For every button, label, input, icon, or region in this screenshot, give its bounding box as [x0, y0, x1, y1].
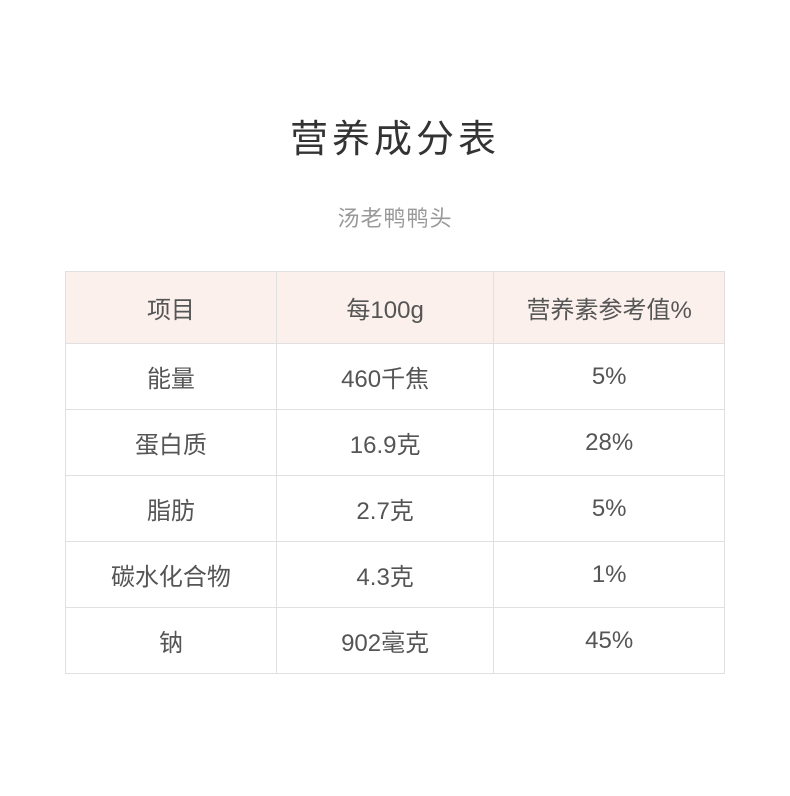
col-header-nrv: 营养素参考值% [494, 272, 725, 344]
cell-value: 902毫克 [276, 608, 493, 674]
cell-item: 能量 [66, 344, 277, 410]
cell-nrv: 1% [494, 542, 725, 608]
page-title: 营养成分表 [290, 108, 500, 163]
cell-value: 4.3克 [276, 542, 493, 608]
cell-item: 钠 [66, 608, 277, 674]
cell-value: 460千焦 [276, 344, 493, 410]
cell-nrv: 5% [494, 344, 725, 410]
cell-item: 脂肪 [66, 476, 277, 542]
table-header-row: 项目 每100g 营养素参考值% [66, 272, 725, 344]
table-row: 能量 460千焦 5% [66, 344, 725, 410]
table-row: 蛋白质 16.9克 28% [66, 410, 725, 476]
col-header-per100g: 每100g [276, 272, 493, 344]
cell-nrv: 45% [494, 608, 725, 674]
cell-value: 2.7克 [276, 476, 493, 542]
table-row: 脂肪 2.7克 5% [66, 476, 725, 542]
table-row: 碳水化合物 4.3克 1% [66, 542, 725, 608]
table-row: 钠 902毫克 45% [66, 608, 725, 674]
cell-nrv: 28% [494, 410, 725, 476]
col-header-item: 项目 [66, 272, 277, 344]
cell-item: 碳水化合物 [66, 542, 277, 608]
subtitle: 汤老鸭鸭头 [337, 201, 452, 233]
nutrition-table: 项目 每100g 营养素参考值% 能量 460千焦 5% 蛋白质 16.9克 2… [65, 271, 725, 674]
cell-item: 蛋白质 [66, 410, 277, 476]
cell-nrv: 5% [494, 476, 725, 542]
cell-value: 16.9克 [276, 410, 493, 476]
